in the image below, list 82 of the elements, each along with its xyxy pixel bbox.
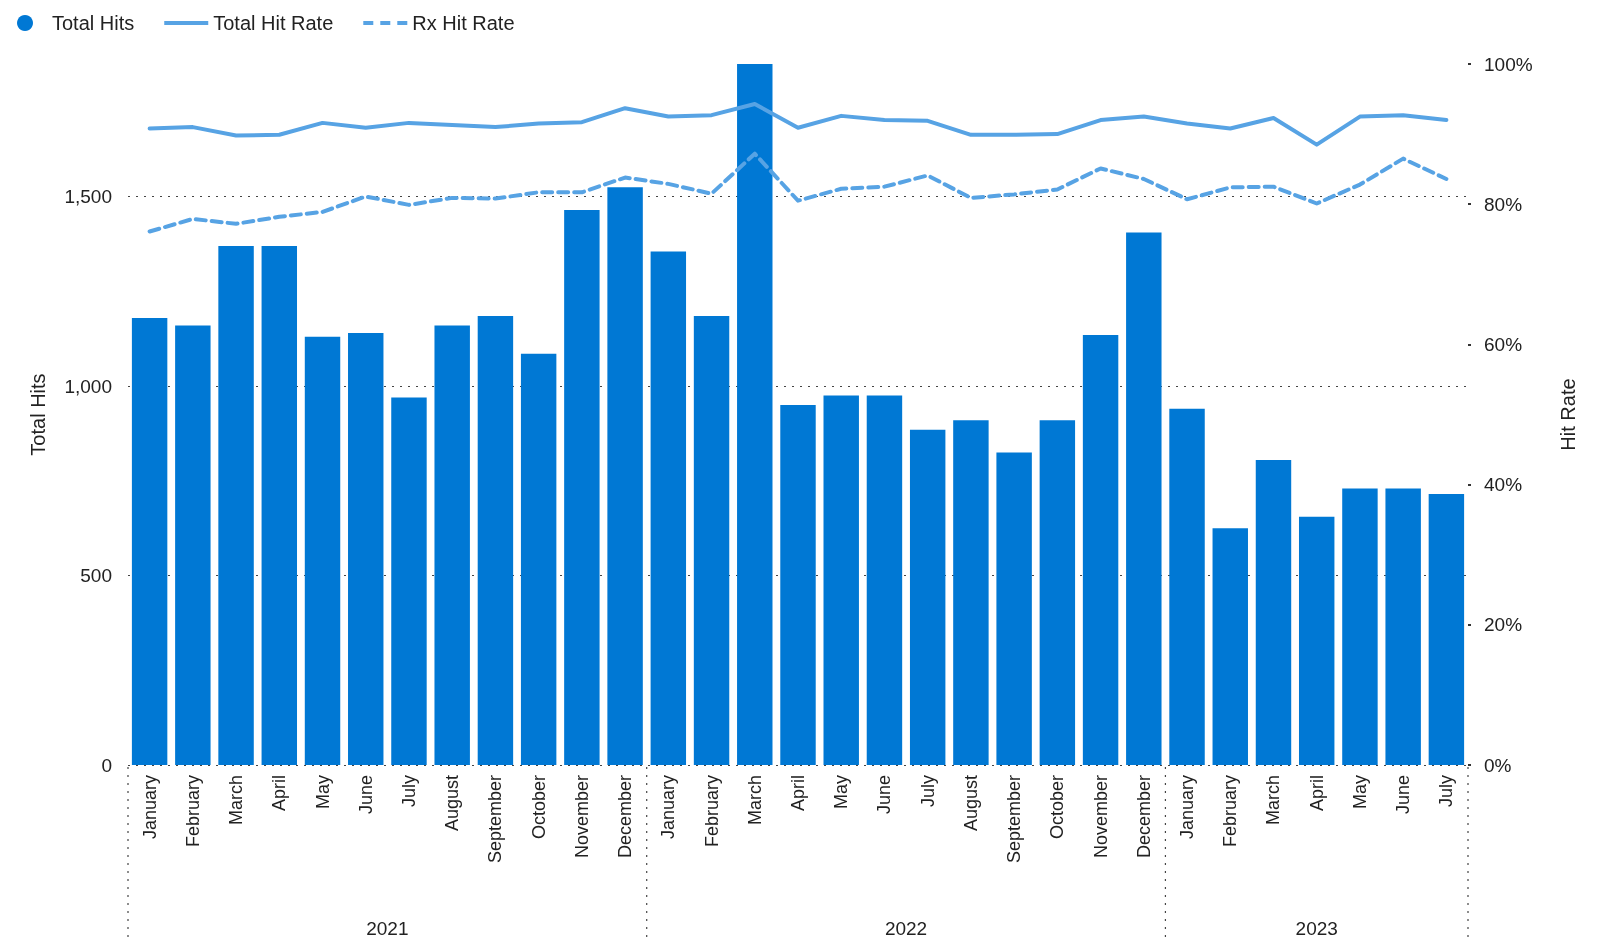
text: 2023 — [1295, 917, 1338, 939]
x-tick-label: April — [269, 775, 290, 812]
legend-label: Total Hits — [52, 12, 135, 34]
bar — [1428, 494, 1465, 765]
x-tick-label: November — [1090, 775, 1111, 859]
y2-tick-label: 0% — [1484, 754, 1512, 776]
bar — [1255, 459, 1292, 765]
text: 2021 — [366, 917, 409, 939]
y2-tick-label: 20% — [1484, 614, 1523, 636]
bar — [434, 325, 470, 765]
x-tick-label: January — [658, 775, 679, 840]
x-tick-label: May — [1349, 775, 1370, 810]
bar — [304, 336, 341, 765]
x-tick-label: June — [874, 775, 895, 815]
line-series — [147, 151, 1449, 234]
x-tick-label: December — [615, 775, 636, 859]
x-tick-label: April — [1306, 775, 1327, 812]
bar — [953, 420, 989, 765]
x-tick-label: October — [528, 775, 549, 840]
bar — [218, 245, 254, 765]
x-tick-label: January — [1177, 775, 1198, 840]
x-tick-label: February — [701, 775, 722, 848]
x-tick-label: January — [139, 775, 160, 840]
x-tick-label: July — [1436, 775, 1457, 808]
y-tick-label: 1,500 — [64, 186, 112, 208]
x-tick-label: December — [1133, 775, 1154, 859]
bar — [1039, 420, 1076, 765]
bar — [737, 64, 773, 765]
x-tick-label: August — [442, 775, 463, 832]
y2-axis-title: Hit Rate — [1557, 378, 1579, 451]
legend-label: Total Hit Rate — [213, 12, 334, 34]
bar — [391, 397, 427, 765]
bar — [1385, 488, 1421, 765]
y-tick-label: 0 — [101, 754, 112, 776]
y2-tick-label: 60% — [1484, 333, 1523, 355]
x-tick-label: November — [571, 775, 592, 859]
bar — [175, 325, 211, 765]
x-tick-label: February — [1220, 775, 1241, 848]
x-tick-label: July — [917, 775, 938, 808]
x-tick-label: February — [182, 775, 203, 848]
bar — [131, 317, 168, 765]
x-tick-label: May — [312, 775, 333, 810]
bar — [348, 333, 384, 765]
y2-tick-label: 80% — [1484, 193, 1523, 215]
line-series — [147, 101, 1449, 147]
x-tick-label: June — [355, 775, 376, 815]
bar — [693, 315, 730, 765]
bar — [1298, 516, 1335, 765]
x-tick-label: April — [788, 775, 808, 812]
legend-label: Rx Hit Rate — [412, 12, 515, 34]
bar — [1212, 528, 1248, 765]
x-tick-label: October — [1047, 775, 1068, 840]
x-tick-label: March — [1263, 775, 1284, 826]
text: 2022 — [884, 917, 928, 939]
y2-tick-label: 40% — [1484, 474, 1523, 496]
bar — [1342, 488, 1378, 765]
y-tick-label: 1,000 — [64, 375, 112, 397]
bar — [1082, 334, 1119, 765]
x-tick-label: May — [831, 775, 852, 810]
bar — [996, 452, 1032, 765]
x-tick-label: March — [226, 775, 247, 826]
bar — [650, 251, 687, 765]
bar — [866, 395, 903, 765]
y-axis-title: Total Hits — [27, 373, 49, 456]
bar — [477, 315, 514, 765]
bar — [823, 395, 859, 765]
x-tick-label: March — [744, 775, 765, 826]
x-tick-label: September — [485, 775, 506, 864]
bar — [261, 245, 298, 765]
y2-tick-label: 100% — [1484, 53, 1533, 75]
x-tick-label: September — [1004, 775, 1025, 864]
x-tick-label: August — [960, 775, 981, 832]
bar — [780, 405, 816, 765]
bar — [564, 209, 600, 765]
x-tick-label: July — [398, 775, 419, 808]
bar — [520, 353, 557, 765]
bar — [1126, 232, 1162, 765]
x-tick-label: June — [1393, 775, 1414, 815]
bar — [607, 187, 643, 765]
y-tick-label: 500 — [80, 565, 112, 587]
bar — [1169, 408, 1205, 765]
bar — [909, 429, 946, 765]
